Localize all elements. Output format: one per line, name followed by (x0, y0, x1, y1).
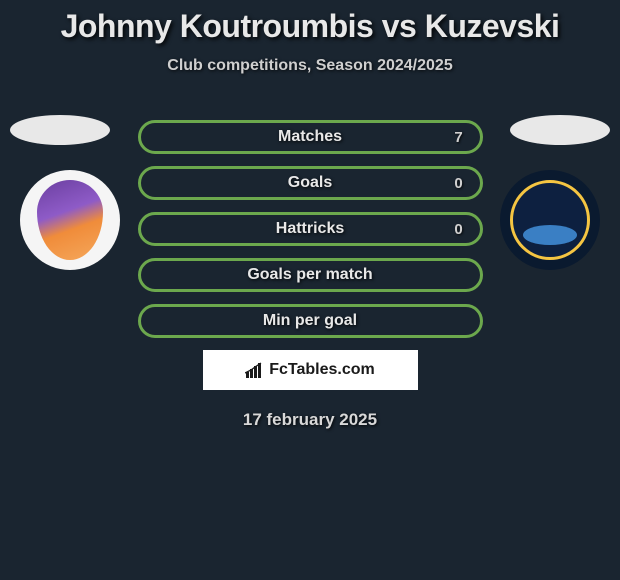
branding-box: FcTables.com (203, 350, 418, 390)
stat-row-matches: Matches 7 (138, 120, 483, 154)
club-badge-left (20, 170, 120, 270)
stat-label: Hattricks (276, 220, 344, 238)
stat-right-value: 0 (452, 221, 466, 238)
subtitle: Club competitions, Season 2024/2025 (0, 57, 620, 75)
date-text: 17 february 2025 (0, 410, 620, 430)
stat-right-value: 0 (452, 175, 466, 192)
comparison-card: Johnny Koutroumbis vs Kuzevski Club comp… (0, 0, 620, 430)
stat-row-goals: Goals 0 (138, 166, 483, 200)
page-title: Johnny Koutroumbis vs Kuzevski (0, 0, 620, 45)
stat-label: Min per goal (263, 312, 357, 330)
stat-row-min-per-goal: Min per goal (138, 304, 483, 338)
club-badge-right (500, 170, 600, 270)
stats-area: Matches 7 Goals 0 Hattricks 0 Goals per … (0, 120, 620, 430)
stat-label: Goals (288, 174, 332, 192)
avatar-placeholder-right (510, 115, 610, 145)
wave-icon (523, 225, 577, 245)
stat-row-hattricks: Hattricks 0 (138, 212, 483, 246)
stat-label: Goals per match (247, 266, 372, 284)
stat-right-value: 7 (452, 129, 466, 146)
mariners-crest-icon (510, 180, 590, 260)
stat-row-goals-per-match: Goals per match (138, 258, 483, 292)
bar-chart-icon (245, 362, 265, 378)
branding-text: FcTables.com (269, 361, 375, 379)
perth-glory-crest-icon (37, 180, 103, 260)
stat-bars: Matches 7 Goals 0 Hattricks 0 Goals per … (138, 120, 483, 338)
avatar-placeholder-left (10, 115, 110, 145)
stat-label: Matches (278, 128, 342, 146)
